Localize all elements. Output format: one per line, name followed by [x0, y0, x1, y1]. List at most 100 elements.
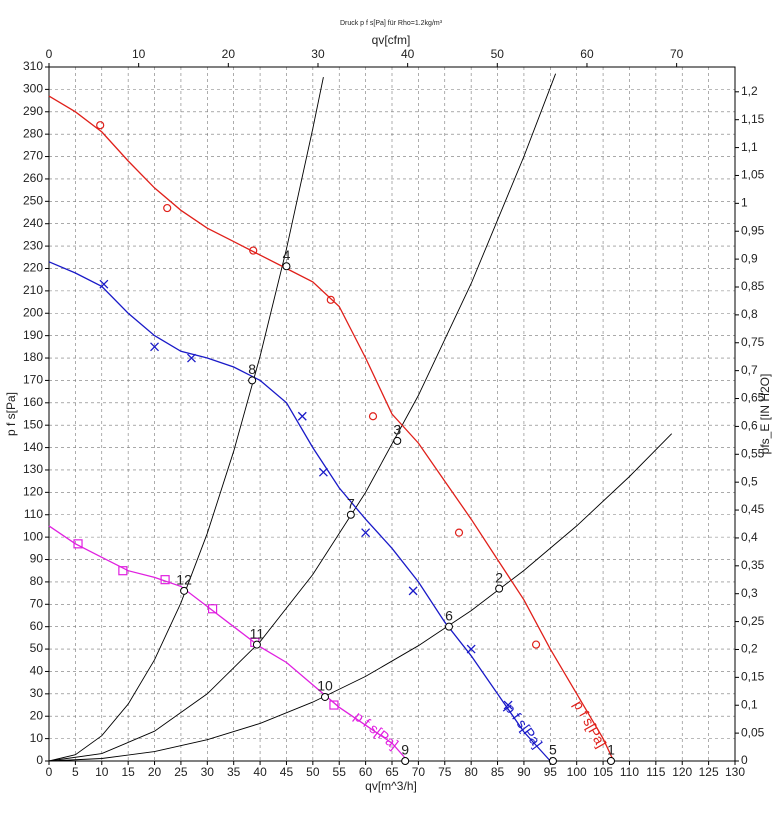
y-tick-label: 300 — [23, 82, 43, 96]
y2-tick-label: 0,25 — [741, 614, 765, 628]
x2-tick-label: 0 — [46, 47, 53, 61]
x-tick-label: 130 — [725, 765, 745, 779]
series-line — [48, 261, 551, 762]
x-tick-label: 120 — [672, 765, 692, 779]
x-tick-label: 60 — [359, 765, 373, 779]
y-tick-label: 120 — [23, 485, 43, 499]
y2-tick-label: 1 — [741, 196, 748, 210]
y-tick-label: 40 — [30, 664, 44, 678]
y2-tick-label: 1,15 — [741, 112, 765, 126]
y-tick-label: 230 — [23, 238, 43, 252]
y2-tick-label: 0,45 — [741, 502, 765, 516]
series-line — [48, 95, 615, 762]
point-label: 12 — [176, 572, 192, 588]
y-tick-label: 0 — [36, 753, 43, 767]
marker — [329, 700, 339, 710]
marker — [326, 295, 335, 304]
y-tick-label: 270 — [23, 149, 43, 163]
y-tick-label: 50 — [30, 641, 44, 655]
y2-tick-label: 0,4 — [741, 530, 758, 544]
y-tick-label: 200 — [23, 305, 43, 319]
y-tick-label: 170 — [23, 373, 43, 387]
y2-tick-label: 0,95 — [741, 223, 765, 237]
y2-tick-label: 1,1 — [741, 140, 758, 154]
operating-point — [346, 510, 355, 519]
operating-point — [252, 640, 261, 649]
series-line — [48, 525, 409, 762]
operating-point — [248, 376, 257, 385]
marker — [503, 700, 513, 710]
y-tick-label: 150 — [23, 417, 43, 431]
x-tick-label: 115 — [646, 765, 665, 779]
x-tick-label: 95 — [544, 765, 558, 779]
y-tick-label: 80 — [30, 574, 44, 588]
y2-tick-label: 0,3 — [741, 586, 758, 600]
point-label: 2 — [495, 569, 503, 585]
x-tick-label: 30 — [201, 765, 215, 779]
point-label: 5 — [549, 742, 557, 758]
y2-tick-label: 0,2 — [741, 642, 758, 656]
x-tick-label: 0 — [46, 765, 53, 779]
x2-tick-label: 10 — [132, 47, 146, 61]
x-tick-label: 40 — [253, 765, 267, 779]
y2-tick-label: 0,05 — [741, 725, 765, 739]
series-label: p f s[Pa] — [351, 708, 401, 752]
y-tick-label: 140 — [23, 440, 43, 454]
point-label: 10 — [317, 678, 333, 694]
y2-tick-label: 0,85 — [741, 279, 765, 293]
system-curve — [48, 77, 324, 762]
x-tick-label: 55 — [333, 765, 347, 779]
y-tick-label: 70 — [30, 596, 44, 610]
x-tick-label: 50 — [306, 765, 320, 779]
y2-tick-label: 0,55 — [741, 446, 765, 460]
x-tick-label: 105 — [593, 765, 613, 779]
plot-frame — [48, 66, 736, 762]
point-label: 9 — [401, 742, 409, 758]
y-tick-label: 60 — [30, 619, 44, 633]
point-label: 6 — [445, 607, 453, 623]
y2-tick-label: 0,15 — [741, 670, 765, 684]
y2-tick-label: 0 — [741, 753, 748, 767]
y2-tick-label: 0,1 — [741, 697, 758, 711]
marker — [118, 566, 128, 576]
x-tick-label: 25 — [174, 765, 188, 779]
y-tick-label: 10 — [30, 731, 44, 745]
y-axis-label: p f s[Pa] — [4, 392, 18, 436]
y-tick-label: 130 — [23, 462, 43, 476]
y-tick-label: 20 — [30, 708, 44, 722]
y-tick-label: 240 — [23, 216, 43, 230]
x2-tick-label: 40 — [401, 47, 415, 61]
marker — [187, 353, 196, 363]
x-tick-label: 15 — [121, 765, 135, 779]
point-label: 4 — [283, 247, 291, 263]
operating-point — [606, 757, 615, 765]
x-tick-label: 5 — [72, 765, 79, 779]
x-tick-label: 20 — [148, 765, 162, 779]
y-tick-label: 210 — [23, 283, 43, 297]
x-axis-label: qv[m^3/h] — [365, 779, 417, 793]
x-tick-label: 10 — [95, 765, 109, 779]
y2-axis-label: pfs_E [IN H2O] — [758, 374, 772, 455]
y-tick-label: 310 — [23, 59, 43, 73]
marker — [96, 121, 105, 130]
marker — [531, 640, 541, 649]
x-tick-label: 70 — [412, 765, 426, 779]
x-tick-label: 65 — [385, 765, 399, 779]
y-tick-label: 30 — [30, 686, 44, 700]
x-tick-label: 100 — [567, 765, 587, 779]
series-label: p f s[Pa] — [502, 700, 546, 751]
x2-tick-label: 50 — [491, 47, 505, 61]
operating-point — [320, 692, 329, 701]
marker — [408, 586, 418, 596]
x-tick-label: 35 — [227, 765, 241, 779]
series-label: p f s[Pa] — [571, 698, 610, 751]
y2-tick-label: 0,7 — [741, 363, 758, 377]
y2-tick-label: 0,65 — [741, 391, 765, 405]
chart-title: Druck p f s[Pa] für Rho=1.2kg/m³ — [340, 20, 443, 27]
point-label: 1 — [607, 742, 615, 758]
operating-point — [548, 757, 557, 765]
y-tick-label: 180 — [23, 350, 43, 364]
marker — [361, 528, 371, 538]
marker — [150, 342, 159, 352]
